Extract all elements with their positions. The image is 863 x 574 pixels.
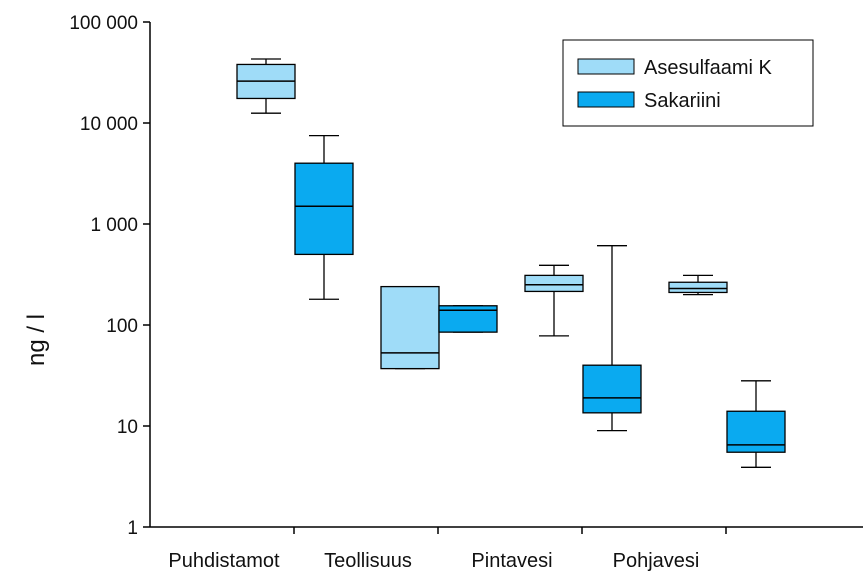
legend-label-sakariini: Sakariini — [644, 90, 721, 112]
box-sakariini — [726, 380, 786, 468]
box-asesulfaami-k — [236, 58, 296, 114]
x-tick-label: Teollisuus — [324, 550, 412, 572]
box-body — [582, 364, 642, 414]
box-sakariini — [438, 305, 498, 333]
y-tick-label: 1 000 — [90, 215, 138, 236]
y-tick-label: 100 — [106, 316, 138, 337]
y-axis-title: ng / l — [23, 314, 50, 366]
box-asesulfaami-k — [380, 285, 440, 370]
legend-swatch-sakariini — [577, 91, 635, 108]
box-body — [294, 162, 354, 256]
plot-area — [236, 58, 786, 468]
box-body — [380, 285, 440, 370]
legend-swatch-asesulfaami-k — [577, 58, 635, 75]
x-tick-label: Pintavesi — [471, 550, 552, 572]
box-body — [726, 410, 786, 453]
x-tick-label: Pohjavesi — [613, 550, 700, 572]
box-body — [668, 281, 728, 294]
y-tick-label: 100 000 — [69, 13, 138, 34]
y-tick-label: 1 — [127, 518, 138, 539]
x-tick-label: Puhdistamot — [168, 550, 280, 572]
box-asesulfaami-k — [524, 264, 584, 337]
legend-label-asesulfaami-k: Asesulfaami K — [644, 57, 772, 79]
legend: Asesulfaami K Sakariini — [562, 39, 814, 127]
y-tick-label: 10 — [117, 417, 138, 438]
box-sakariini — [294, 134, 354, 300]
box-asesulfaami-k — [668, 274, 728, 296]
y-tick-label: 10 000 — [80, 114, 138, 135]
legend-frame — [562, 39, 814, 127]
box-sakariini — [582, 245, 642, 432]
axes: 1 10 100 1 000 10 000 100 000 Puhdistamot Teoll… — [69, 13, 863, 572]
box-body — [524, 274, 584, 293]
